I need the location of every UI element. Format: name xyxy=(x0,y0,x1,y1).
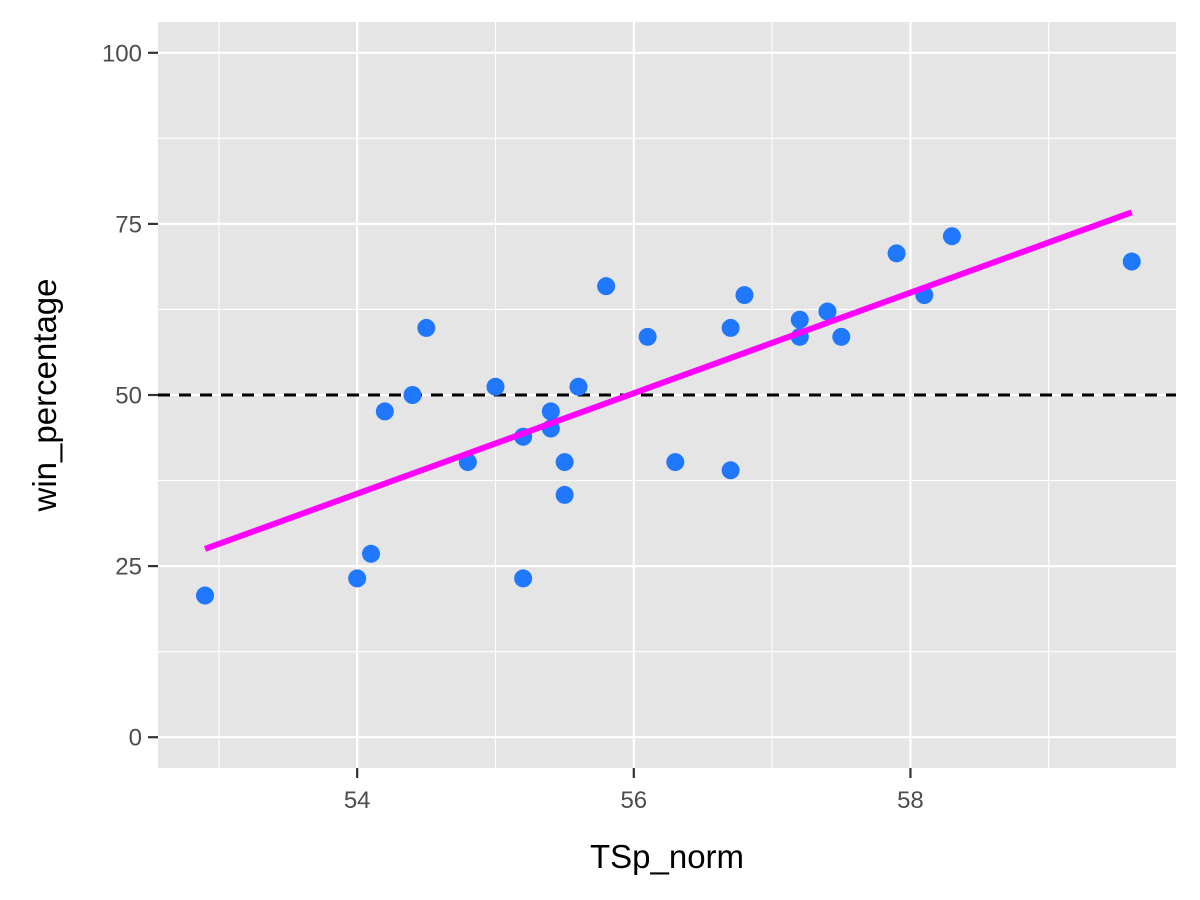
data-point xyxy=(514,569,533,588)
data-point xyxy=(555,453,574,472)
data-point xyxy=(666,453,685,472)
data-point xyxy=(721,461,740,480)
data-point xyxy=(597,277,616,296)
y-tick-label: 75 xyxy=(115,211,142,238)
data-point xyxy=(721,318,740,337)
x-tick-label: 58 xyxy=(897,787,924,814)
x-axis: 54 56 58 xyxy=(344,768,924,814)
data-point xyxy=(348,569,367,588)
y-axis-title: win_percentage xyxy=(26,279,63,513)
data-point xyxy=(1122,252,1141,271)
y-tick-label: 25 xyxy=(115,554,142,581)
data-point xyxy=(196,586,215,605)
fit-line-layer xyxy=(204,209,1133,552)
data-point xyxy=(735,286,754,305)
data-point xyxy=(375,402,394,421)
regression-line xyxy=(204,209,1133,552)
y-tick-label: 50 xyxy=(115,383,142,410)
data-point xyxy=(790,310,809,329)
data-point xyxy=(638,327,657,346)
data-point xyxy=(555,485,574,504)
y-tick-label: 100 xyxy=(102,40,142,67)
x-tick-label: 54 xyxy=(344,787,371,814)
data-point xyxy=(832,327,851,346)
data-point xyxy=(818,302,837,321)
x-tick-label: 56 xyxy=(620,787,647,814)
data-point xyxy=(569,377,588,396)
data-point xyxy=(942,227,961,246)
y-axis: 0 25 50 75 100 xyxy=(102,40,158,752)
y-tick-label: 0 xyxy=(129,725,142,752)
data-point xyxy=(486,377,505,396)
data-point xyxy=(403,386,422,404)
x-axis-title: TSp_norm xyxy=(590,838,744,875)
data-point xyxy=(417,318,436,337)
data-point xyxy=(362,544,381,563)
data-point xyxy=(541,402,560,421)
data-point xyxy=(887,244,906,263)
